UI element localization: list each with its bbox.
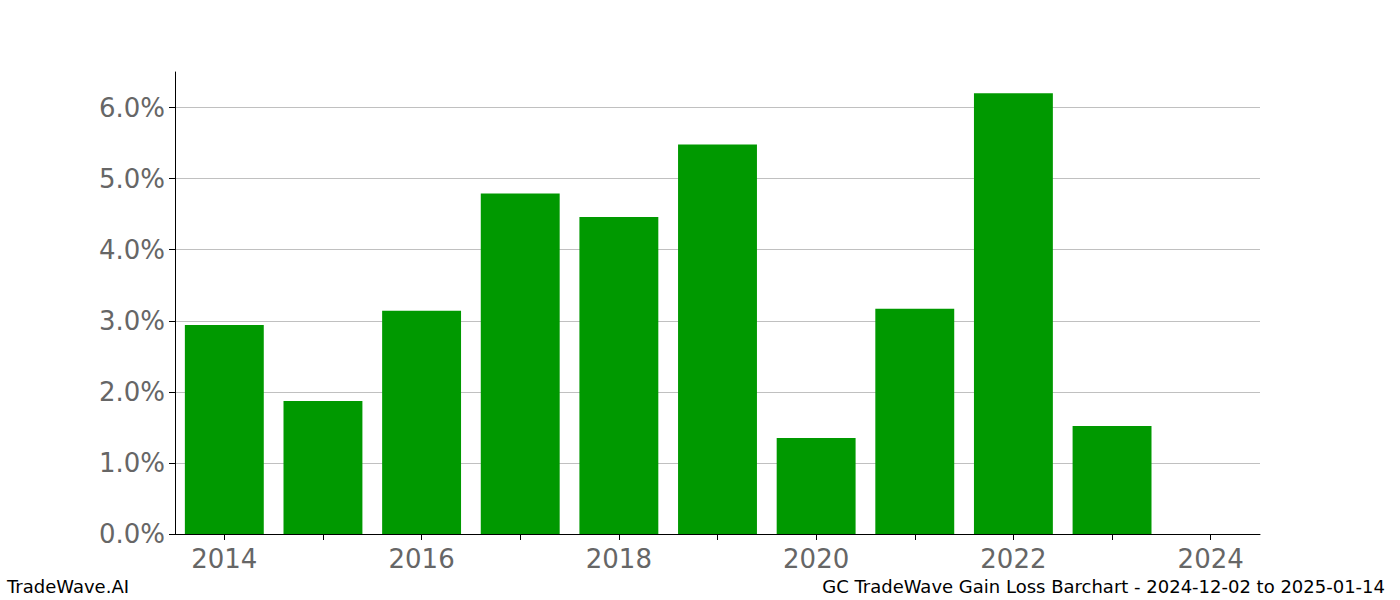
svg-text:3.0%: 3.0% xyxy=(99,306,165,336)
svg-text:4.0%: 4.0% xyxy=(99,235,165,265)
svg-text:5.0%: 5.0% xyxy=(99,164,165,194)
svg-text:GC TradeWave Gain Loss Barchar: GC TradeWave Gain Loss Barchart - 2024-1… xyxy=(822,576,1385,597)
svg-text:2.0%: 2.0% xyxy=(99,377,165,407)
svg-text:2022: 2022 xyxy=(980,544,1046,574)
svg-text:2018: 2018 xyxy=(586,544,652,574)
svg-text:2014: 2014 xyxy=(191,544,257,574)
svg-text:2024: 2024 xyxy=(1178,544,1244,574)
svg-text:6.0%: 6.0% xyxy=(99,93,165,123)
svg-text:2020: 2020 xyxy=(783,544,849,574)
svg-text:0.0%: 0.0% xyxy=(99,519,165,549)
svg-text:1.0%: 1.0% xyxy=(99,448,165,478)
svg-text:TradeWave.AI: TradeWave.AI xyxy=(6,576,129,597)
svg-text:2016: 2016 xyxy=(389,544,455,574)
